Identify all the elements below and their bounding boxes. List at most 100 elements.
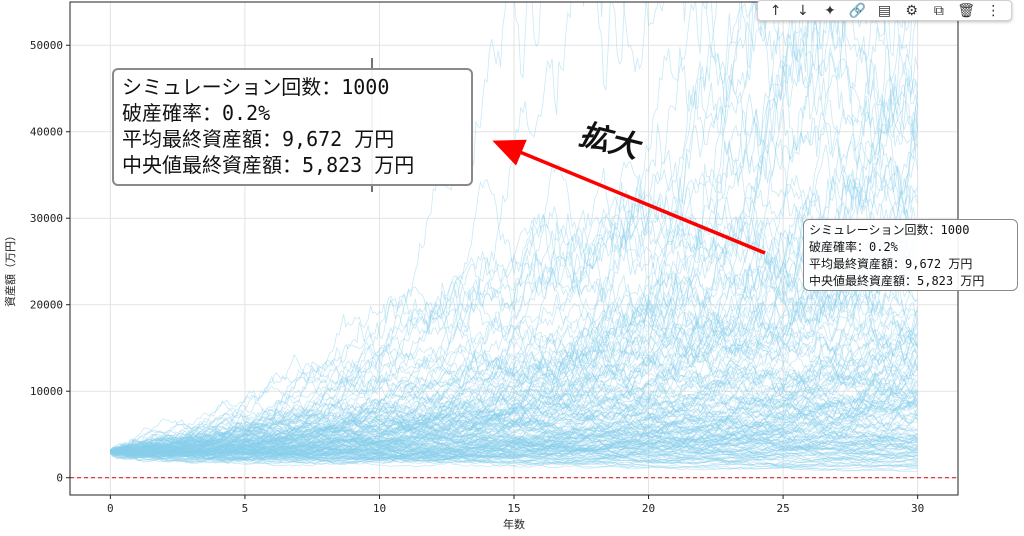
y-tick-label: 0 (56, 472, 63, 485)
simulation-path (110, 338, 918, 459)
simulation-path (110, 393, 918, 456)
simulation-path (110, 333, 918, 464)
simulation-path (110, 343, 918, 455)
y-tick-label: 10000 (30, 385, 63, 398)
simulation-path (110, 163, 918, 456)
simulation-path (110, 44, 918, 454)
simulation-path (110, 312, 918, 456)
annotation-mean-final: 平均最終資産額：9,672 万円 (122, 127, 395, 151)
x-tick-label: 20 (642, 502, 655, 515)
simulation-path (110, 402, 918, 454)
simulation-path (110, 354, 918, 455)
simulation-path (110, 401, 918, 455)
simulation-path (110, 239, 918, 465)
simulation-path (110, 312, 918, 453)
simulation-path (110, 377, 918, 458)
simulation-path (110, 412, 918, 463)
simulation-path (110, 271, 918, 453)
simulation-path (110, 2, 906, 451)
simulation-path (110, 312, 918, 452)
simulation-path (110, 398, 918, 454)
simulation-path (110, 381, 918, 454)
cell-toolbar: ↑ ↓ ✦ 🔗 ▤ ⚙ ⧉ 🗑 ⋮ (757, 0, 1012, 21)
simulation-path (110, 433, 918, 463)
simulation-path (110, 398, 918, 454)
simulation-path (110, 2, 918, 457)
simulation-path (110, 321, 918, 454)
simulation-path (110, 418, 918, 454)
simulation-path (110, 380, 918, 460)
link-icon[interactable]: 🔗 (848, 2, 866, 19)
simulation-path (110, 444, 918, 472)
x-tick-label: 30 (911, 502, 924, 515)
simulation-path (110, 73, 918, 453)
simulation-path (110, 220, 918, 451)
simulation-path (110, 174, 918, 453)
simulation-path (110, 2, 903, 456)
simulation-path (110, 412, 918, 464)
sparkle-icon[interactable]: ✦ (824, 2, 836, 19)
simulation-path (110, 61, 918, 454)
simulation-path (110, 224, 918, 459)
arrow-up-icon[interactable]: ↑ (769, 2, 782, 19)
simulation-path (110, 251, 918, 453)
y-tick-label: 40000 (30, 126, 63, 139)
y-axis-title: 資産額（万円） (4, 230, 17, 307)
simulation-path (110, 396, 918, 461)
simulation-path (110, 433, 918, 461)
simulation-path (110, 106, 918, 455)
annotation-bankruptcy-rate: 破産確率：0.2% (809, 240, 898, 254)
simulation-path (110, 441, 918, 464)
simulation-path (110, 424, 918, 457)
simulation-path (110, 447, 918, 469)
simulation-path (110, 78, 918, 453)
simulation-path (110, 407, 918, 458)
simulation-path (110, 432, 918, 460)
simulation-path (110, 309, 918, 455)
trash-icon[interactable]: 🗑 (957, 2, 976, 19)
simulation-path (110, 445, 918, 467)
simulation-path (110, 362, 918, 454)
y-tick-label: 30000 (30, 212, 63, 225)
simulation-path (110, 221, 918, 454)
simulation-path (110, 446, 918, 472)
simulation-path (110, 449, 918, 467)
simulation-path (110, 400, 918, 464)
gear-icon[interactable]: ⚙ (905, 2, 918, 19)
mirror-icon[interactable]: ⧉ (933, 2, 944, 19)
comment-icon[interactable]: ▤ (877, 2, 892, 19)
simulation-path (110, 19, 918, 460)
simulation-path (110, 327, 918, 458)
simulation-path (110, 437, 918, 466)
y-tick-label: 50000 (30, 39, 63, 52)
simulation-path (110, 401, 918, 462)
simulation-path (110, 396, 918, 457)
simulation-path (110, 163, 918, 453)
simulation-path (110, 443, 918, 462)
simulation-path (110, 348, 918, 465)
more-icon[interactable]: ⋮ (986, 2, 1001, 19)
simulation-path (110, 276, 918, 457)
simulation-path (110, 391, 918, 454)
simulation-path (110, 434, 918, 468)
simulation-path (110, 433, 918, 456)
simulation-path (110, 430, 918, 465)
simulation-path (110, 342, 918, 458)
simulation-path (110, 401, 918, 456)
simulation-path (110, 350, 918, 462)
arrow-down-icon[interactable]: ↓ (796, 2, 809, 19)
simulation-path (110, 440, 918, 460)
simulation-path (110, 447, 918, 471)
simulation-path (110, 249, 918, 458)
annotation-bankruptcy-rate: 破産確率：0.2% (122, 101, 271, 125)
simulation-path (110, 430, 918, 462)
simulation-path (110, 352, 918, 454)
simulation-path (110, 431, 918, 455)
annotation-median-final: 中央値最終資産額：5,823 万円 (122, 153, 415, 177)
simulation-path (110, 382, 918, 452)
simulation-path (110, 429, 918, 469)
simulation-path (110, 359, 918, 458)
simulation-path (110, 144, 918, 454)
simulation-path (110, 2, 917, 457)
simulation-path (110, 436, 918, 464)
